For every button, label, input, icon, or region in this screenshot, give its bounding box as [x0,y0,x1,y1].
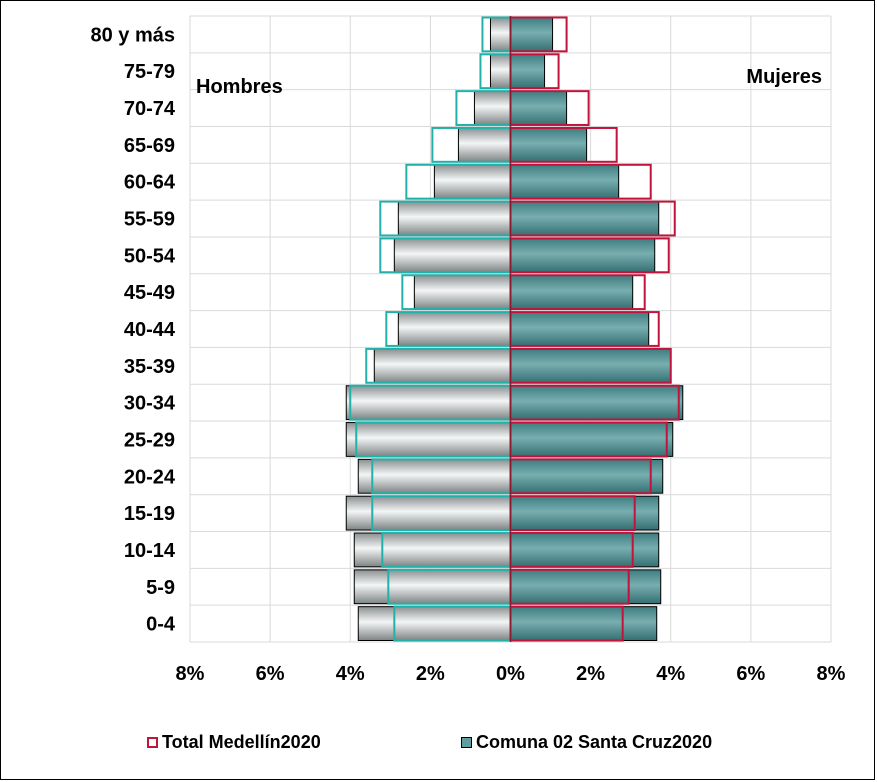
category-label: 70-74 [124,98,176,120]
x-tick-label: 6% [256,663,285,685]
category-label: 35-39 [124,356,175,378]
bar-comuna-hombres [413,274,512,310]
bar-comuna-hombres [357,458,512,494]
bar-comuna-mujeres [510,422,674,457]
x-tick-label: 0% [496,663,525,685]
bar-comuna-mujeres [510,569,662,605]
category-label: 45-49 [124,282,175,304]
bar-comuna-mujeres [510,385,684,421]
bar-comuna-mujeres [510,201,660,236]
category-label: 65-69 [124,135,175,157]
category-label: 0-4 [146,614,176,636]
bar-comuna-hombres [489,53,511,89]
bar-comuna-hombres [373,348,511,384]
legend-item-total: Total Medellín2020 [147,732,321,753]
bar-comuna-mujeres [510,458,664,494]
x-tick-label: 4% [336,663,365,685]
category-label: 80 y más [90,24,175,46]
category-label: 50-54 [124,245,176,267]
population-pyramid-chart: 0-4 5-9 10-14 15-19 20-24 25-29 30-34 35-39 40-4… [90,15,846,685]
category-label: 20-24 [124,466,176,488]
category-label: 15-19 [124,503,175,525]
bar-comuna-mujeres [510,348,672,384]
bar-comuna-hombres [345,422,511,457]
bar-comuna-hombres [397,311,512,347]
category-label: 60-64 [124,172,176,194]
category-label: 40-44 [124,319,176,341]
x-tick-label: 6% [736,663,765,685]
legend-label-total: Total Medellín2020 [162,732,321,752]
bar-comuna-hombres [353,532,511,568]
x-tick-label: 8% [817,663,846,685]
category-label: 75-79 [124,61,175,83]
bar-comuna-hombres [345,385,511,421]
legend-swatch-comuna [461,737,472,748]
category-label: 30-34 [124,393,176,415]
legend-swatch-total [147,737,158,748]
category-label: 55-59 [124,209,175,231]
bar-comuna-hombres [473,90,512,126]
bar-comuna-mujeres [510,90,568,126]
bar-comuna-hombres [393,237,512,273]
bar-comuna-mujeres [510,532,660,568]
bar-comuna-hombres [345,495,511,531]
bar-comuna-mujeres [510,495,660,531]
bar-comuna-mujeres [510,164,620,200]
bar-comuna-hombres [433,164,512,200]
x-tick-label: 2% [576,663,605,685]
x-tick-label: 2% [416,663,445,685]
bar-comuna-mujeres [510,53,546,89]
bar-comuna-mujeres [510,127,588,163]
bar-comuna-mujeres [510,274,634,310]
category-label: 25-29 [124,429,175,451]
bar-comuna-hombres [489,17,511,52]
bar-comuna-hombres [457,127,512,163]
legend-item-comuna: Comuna 02 Santa Cruz2020 [461,732,712,753]
bar-comuna-mujeres [510,17,554,52]
group-label-mujeres: Mujeres [746,66,822,88]
bar-comuna-hombres [397,201,512,236]
bar-comuna-mujeres [510,311,650,347]
bar-comuna-hombres [357,606,512,641]
bar-comuna-mujeres [510,237,656,273]
x-tick-label: 8% [176,663,205,685]
bar-comuna-hombres [353,569,511,605]
bar-comuna-mujeres [510,606,658,641]
category-label: 10-14 [124,540,176,562]
x-tick-label: 4% [656,663,685,685]
group-label-hombres: Hombres [196,76,283,98]
category-label: 5-9 [146,577,175,599]
legend: Total Medellín2020 Comuna 02 Santa Cruz2… [0,732,877,762]
legend-label-comuna: Comuna 02 Santa Cruz2020 [476,732,713,752]
